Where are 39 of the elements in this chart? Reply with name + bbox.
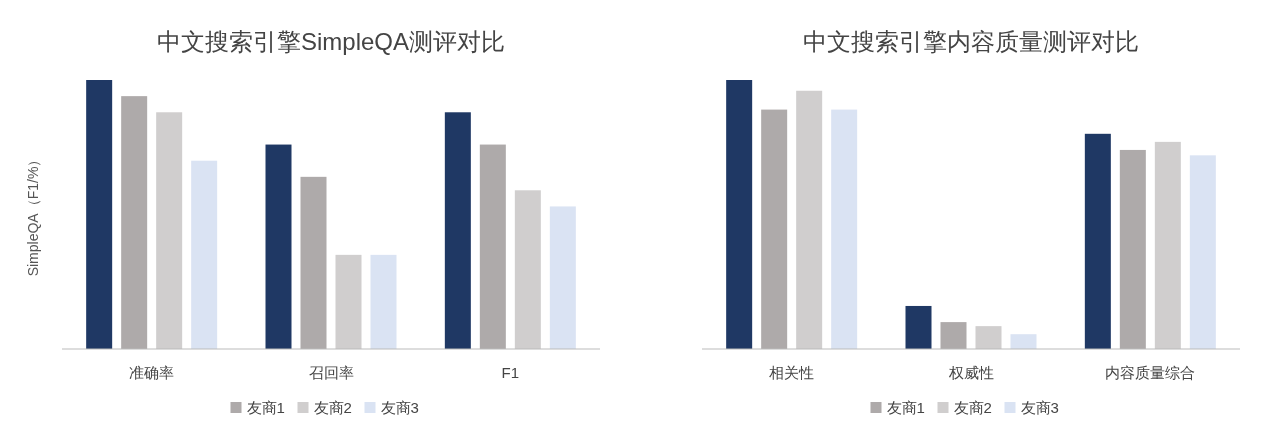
legend-label: 友商2 [953,399,992,416]
bar [335,254,362,349]
bar [831,109,858,349]
bar [444,112,471,349]
bar [121,96,148,349]
bar [1119,149,1146,349]
bar [975,326,1002,349]
bar [1010,334,1037,349]
legend-label: 友商1 [246,399,285,416]
legend-label: 友商1 [886,399,925,416]
bar [905,305,932,349]
x-tick-label: 召回率 [308,364,354,381]
x-tick-label: 准确率 [129,364,175,381]
bar [479,144,506,349]
bar [265,144,292,349]
legend-label: 友商2 [313,399,352,416]
legend-label: 友商3 [1020,399,1059,416]
bar [940,322,967,349]
bar [1084,133,1111,349]
x-tick-label: 内容质量综合 [1105,364,1196,381]
bar [1154,141,1181,349]
bar [761,109,788,349]
bar [726,80,753,349]
bar [549,206,576,349]
bar [370,254,397,349]
chart-title: 中文搜索引擎SimpleQA测评对比 [156,28,506,55]
y-axis-title: SimpleQA（F1/%） [25,152,41,277]
bar [1189,155,1216,349]
legend-label: 友商3 [380,399,419,416]
bar [300,176,327,349]
bar [156,112,183,349]
x-tick-label: 权威性 [947,364,994,381]
chart-title: 中文搜索引擎内容质量测评对比 [803,28,1139,55]
x-tick-label: F1 [501,364,520,381]
bar [796,90,823,349]
x-tick-label: 相关性 [769,364,815,381]
bar [514,190,541,349]
bar [86,80,113,349]
bar [191,160,218,349]
